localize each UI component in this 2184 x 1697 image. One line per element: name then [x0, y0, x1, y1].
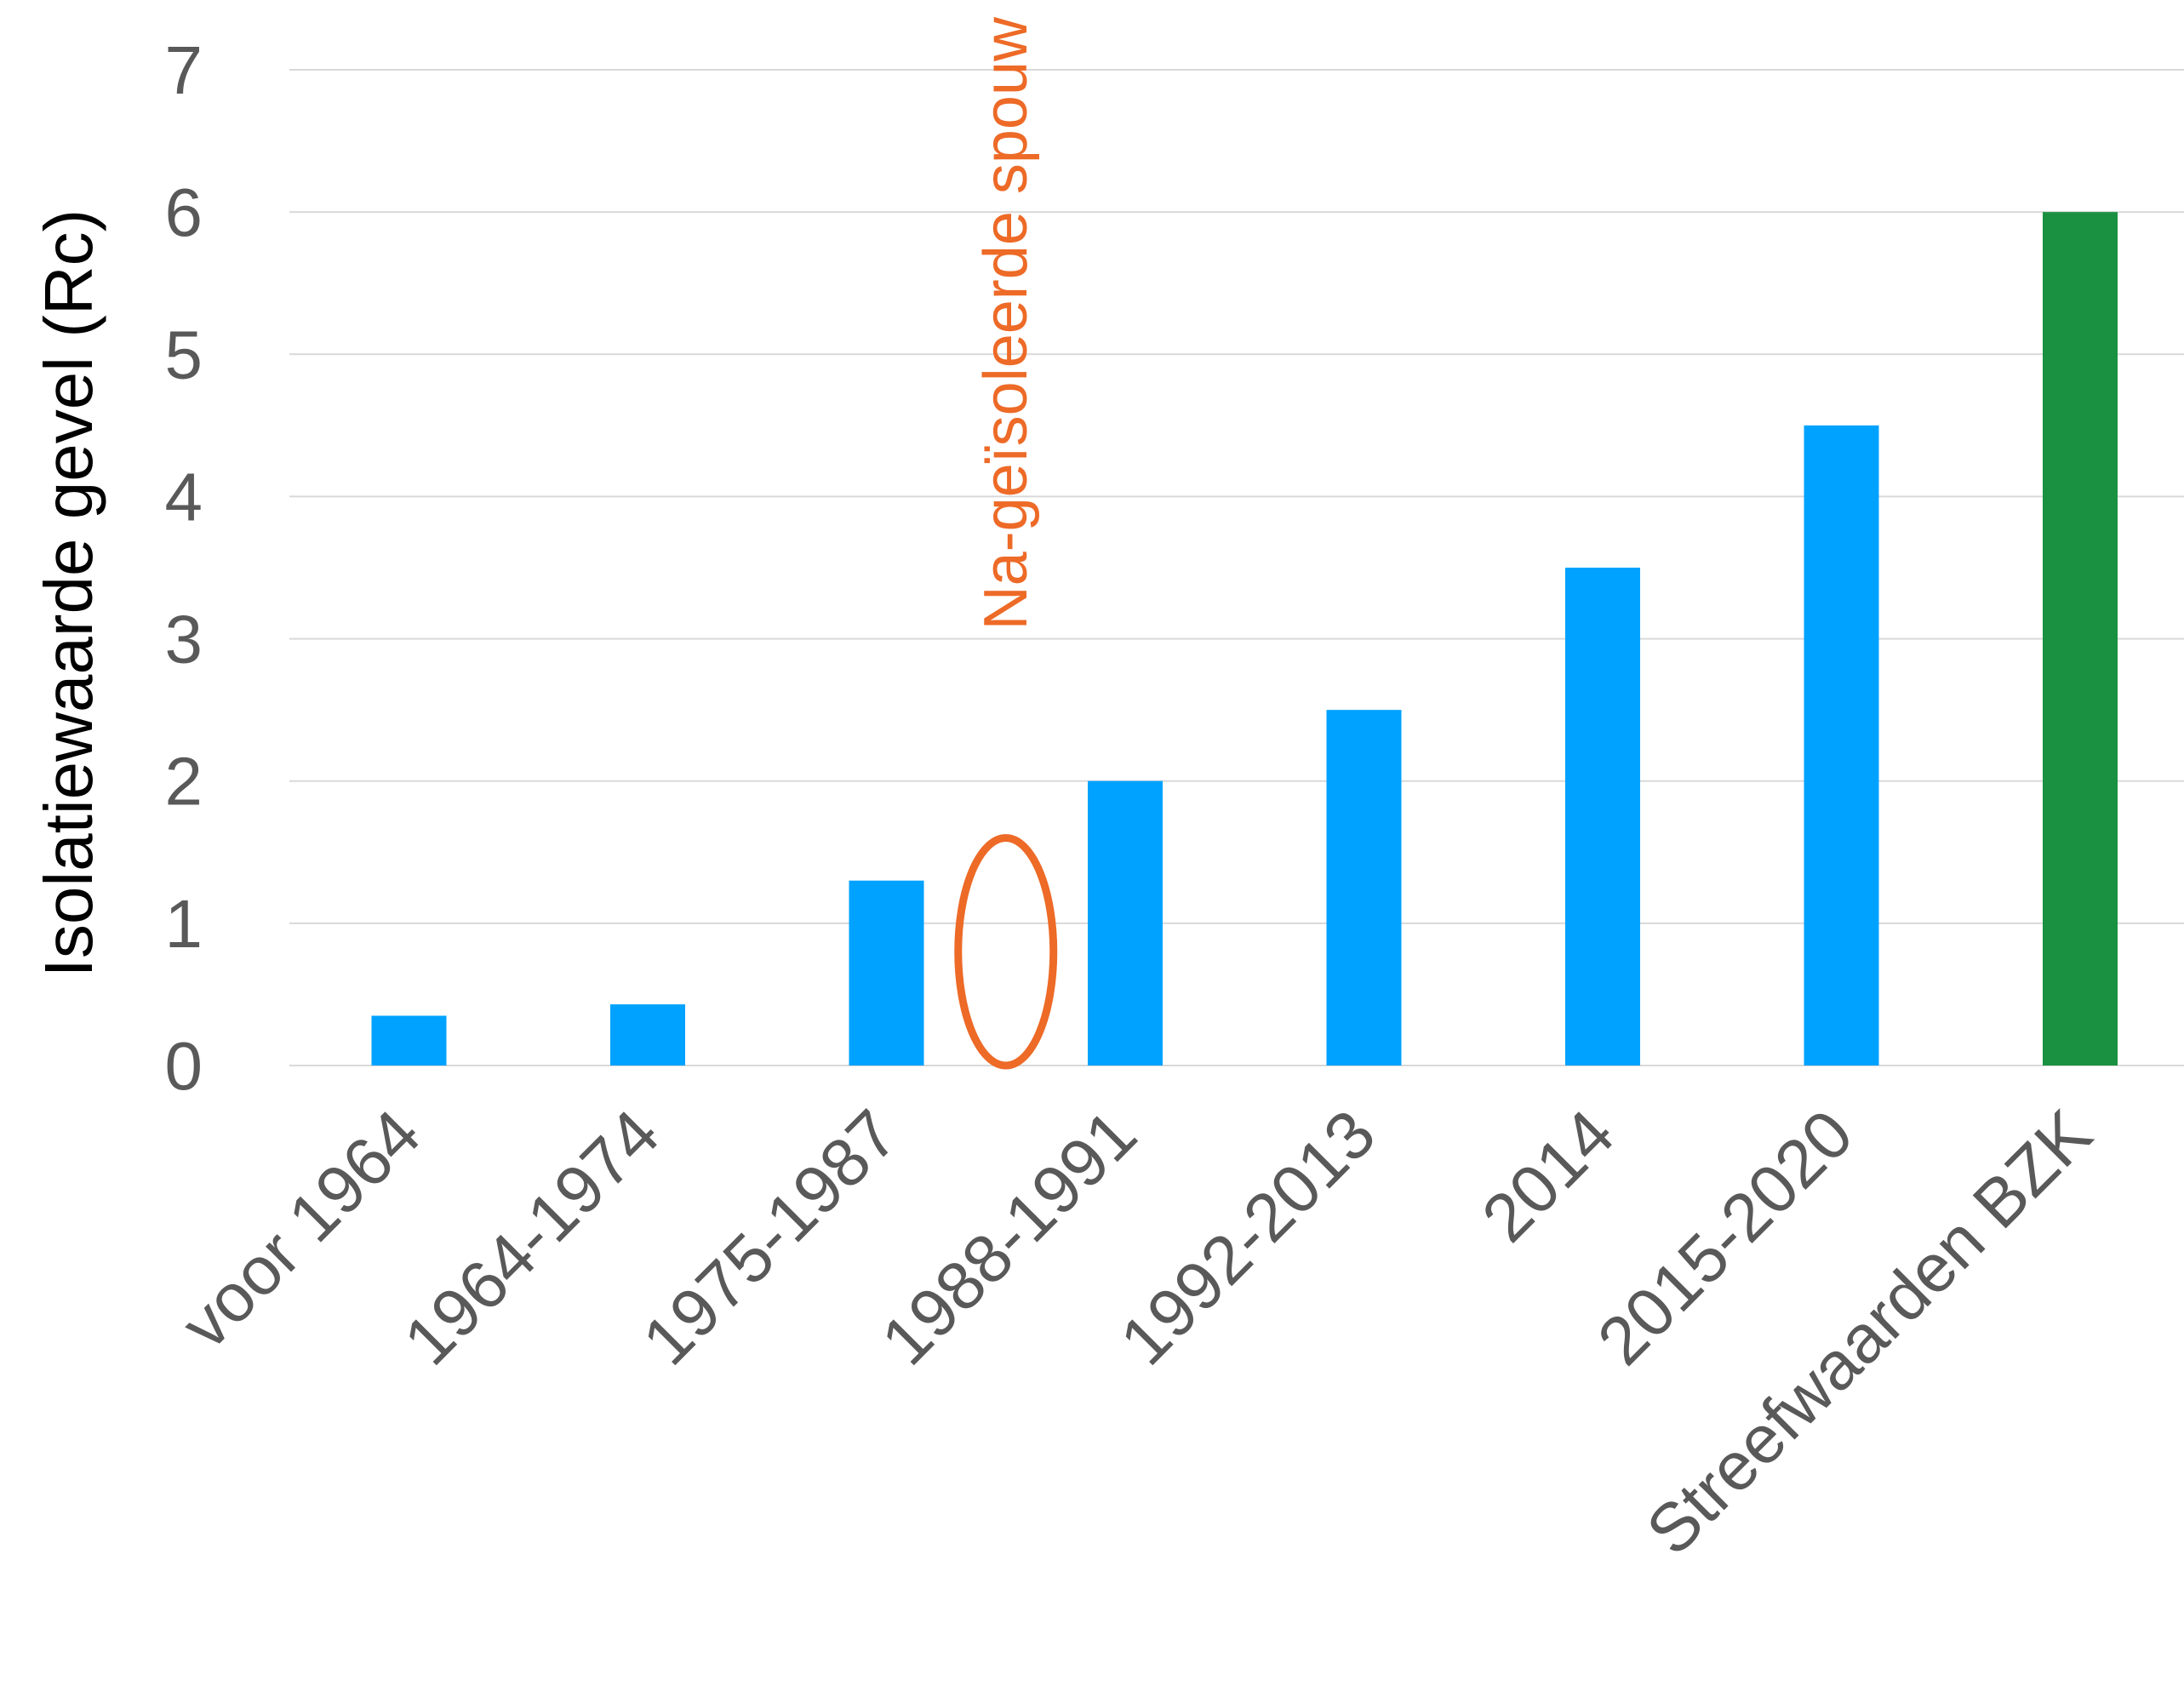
y-tick-label: 7	[165, 32, 203, 108]
x-tick-label: 1988-1991	[867, 1095, 1151, 1379]
y-tick-label: 3	[165, 602, 203, 677]
bar	[371, 1015, 447, 1066]
x-tick-label: 1992-2013	[1106, 1095, 1389, 1379]
bar	[1326, 710, 1402, 1066]
bar	[849, 880, 924, 1066]
annotation-label: Na-geïsoleerde spouw	[972, 16, 1040, 630]
x-tick-label: 1964-1974	[390, 1095, 673, 1379]
y-axis-title: Isolatiewaarde gevel (Rc)	[31, 209, 106, 978]
gridlines	[289, 69, 2184, 1066]
x-tick-label: Streefwaarden BZK	[1632, 1095, 2106, 1569]
annotation: Na-geïsoleerde spouw	[954, 16, 1058, 1070]
annotation-ellipse	[954, 834, 1058, 1070]
bars	[371, 212, 2118, 1066]
bar	[1565, 568, 1640, 1066]
y-axis-ticks: 0 1 2 3 4 5 6 7	[165, 32, 203, 1104]
bar	[1088, 780, 1163, 1066]
bar	[2043, 212, 2118, 1066]
y-tick-label: 0	[165, 1028, 203, 1104]
y-tick-label: 2	[165, 744, 203, 820]
y-tick-label: 6	[165, 174, 203, 250]
bar	[610, 1004, 685, 1066]
bar	[1804, 425, 1879, 1066]
x-tick-label: 1975-1987	[628, 1095, 912, 1379]
x-tick-label: 2014	[1467, 1095, 1628, 1256]
y-tick-label: 4	[165, 459, 203, 534]
x-axis-ticks: voor 19641964-19741975-19871988-19911992…	[167, 1095, 2106, 1569]
y-tick-label: 5	[165, 317, 203, 392]
y-tick-label: 1	[165, 886, 203, 962]
